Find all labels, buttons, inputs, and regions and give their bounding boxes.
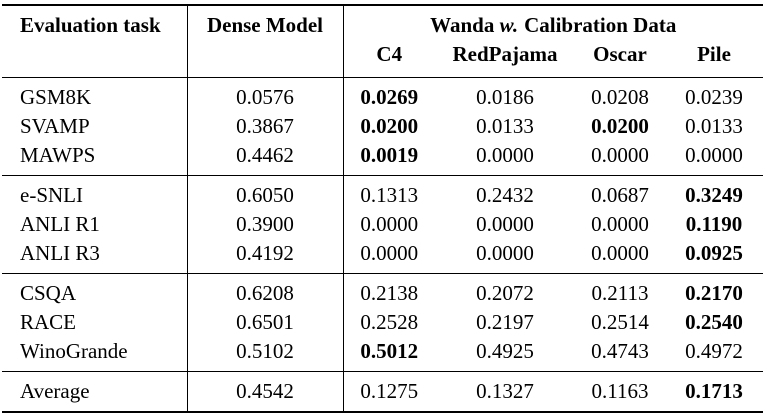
value-cell-redpajama: 0.1327 bbox=[476, 379, 534, 403]
value-cell-oscar: 0.0208 bbox=[591, 85, 649, 109]
group-math-tasks: GSM8K 0.0576 0.0269 0.0186 0.0208 0.0239… bbox=[2, 77, 763, 176]
dense-cell: 0.3900 bbox=[187, 210, 344, 239]
table-row: CSQA 0.6208 0.2138 0.2072 0.2113 0.2170 bbox=[2, 273, 763, 308]
dense-cell: 0.4192 bbox=[187, 239, 344, 274]
table-row: SVAMP 0.3867 0.0200 0.0133 0.0200 0.0133 bbox=[2, 112, 763, 141]
dense-cell: 0.5102 bbox=[187, 337, 344, 372]
value-cell-c4: 0.0000 bbox=[360, 212, 419, 236]
header-redpajama: RedPajama bbox=[452, 42, 558, 66]
value-cell-redpajama: 0.2432 bbox=[476, 183, 534, 207]
value-cell-pile: 0.0239 bbox=[685, 85, 743, 109]
value-cell-pile: 0.1713 bbox=[685, 379, 743, 403]
value-cell-redpajama: 0.2072 bbox=[476, 281, 534, 305]
dense-cell: 0.4462 bbox=[187, 141, 344, 176]
table-row: WinoGrande 0.5102 0.5012 0.4925 0.4743 0… bbox=[2, 337, 763, 372]
dense-cell: 0.6501 bbox=[187, 308, 344, 337]
average-row: Average 0.4542 0.1275 0.1327 0.1163 0.17… bbox=[2, 371, 763, 412]
table-row: e-SNLI 0.6050 0.1313 0.2432 0.0687 0.324… bbox=[2, 175, 763, 210]
task-cell: GSM8K bbox=[2, 77, 188, 112]
results-table-container: Evaluation task Dense Model Wanda w. Cali… bbox=[2, 4, 763, 413]
wanda-prefix: Wanda bbox=[430, 13, 495, 37]
header-evaluation-task: Evaluation task bbox=[2, 5, 188, 78]
task-cell: Average bbox=[2, 371, 188, 412]
header-oscar: Oscar bbox=[593, 42, 647, 66]
value-cell-pile: 0.1190 bbox=[685, 212, 743, 236]
value-cell-redpajama: 0.0186 bbox=[476, 85, 534, 109]
value-cell-pile: 0.0000 bbox=[685, 143, 743, 167]
header-row-top: Evaluation task Dense Model Wanda w. Cali… bbox=[2, 5, 763, 78]
value-cell-redpajama: 0.2197 bbox=[476, 310, 534, 334]
header-row-sub: C4 RedPajama Oscar Pile bbox=[2, 42, 763, 78]
task-cell: e-SNLI bbox=[2, 175, 188, 210]
task-cell: SVAMP bbox=[2, 112, 188, 141]
value-cell-redpajama: 0.4925 bbox=[476, 339, 534, 363]
header-pile: Pile bbox=[697, 42, 731, 66]
value-cell-c4: 0.5012 bbox=[360, 339, 419, 363]
table-row: ANLI R3 0.4192 0.0000 0.0000 0.0000 0.09… bbox=[2, 239, 763, 274]
task-cell: ANLI R3 bbox=[2, 239, 188, 274]
wanda-w-italic: w. bbox=[499, 13, 519, 37]
value-cell-oscar: 0.0687 bbox=[591, 183, 649, 207]
dense-cell: 0.3867 bbox=[187, 112, 344, 141]
value-cell-pile: 0.0133 bbox=[685, 114, 743, 138]
value-cell-pile: 0.2170 bbox=[685, 281, 743, 305]
dense-cell: 0.6050 bbox=[187, 175, 344, 210]
value-cell-c4: 0.0000 bbox=[360, 241, 419, 265]
table-row: ANLI R1 0.3900 0.0000 0.0000 0.0000 0.11… bbox=[2, 210, 763, 239]
table-row: MAWPS 0.4462 0.0019 0.0000 0.0000 0.0000 bbox=[2, 141, 763, 176]
table-row: RACE 0.6501 0.2528 0.2197 0.2514 0.2540 bbox=[2, 308, 763, 337]
value-cell-pile: 0.2540 bbox=[685, 310, 743, 334]
dense-cell: 0.6208 bbox=[187, 273, 344, 308]
average-section: Average 0.4542 0.1275 0.1327 0.1163 0.17… bbox=[2, 371, 763, 412]
value-cell-pile: 0.3249 bbox=[685, 183, 743, 207]
value-cell-c4: 0.0019 bbox=[360, 143, 419, 167]
value-cell-pile: 0.0925 bbox=[685, 241, 743, 265]
value-cell-c4: 0.0269 bbox=[360, 85, 419, 109]
value-cell-oscar: 0.0000 bbox=[591, 241, 649, 265]
header-dense-model: Dense Model bbox=[187, 5, 344, 78]
value-cell-c4: 0.2138 bbox=[360, 281, 419, 305]
value-cell-redpajama: 0.0000 bbox=[476, 241, 534, 265]
dense-cell: 0.0576 bbox=[187, 77, 344, 112]
task-cell: ANLI R1 bbox=[2, 210, 188, 239]
value-cell-redpajama: 0.0133 bbox=[476, 114, 534, 138]
table-header: Evaluation task Dense Model Wanda w. Cali… bbox=[2, 5, 763, 78]
value-cell-c4: 0.2528 bbox=[360, 310, 419, 334]
value-cell-oscar: 0.0000 bbox=[591, 143, 649, 167]
value-cell-oscar: 0.0000 bbox=[591, 212, 649, 236]
dense-cell: 0.4542 bbox=[187, 371, 344, 412]
group-commonsense-tasks: CSQA 0.6208 0.2138 0.2072 0.2113 0.2170 … bbox=[2, 273, 763, 372]
value-cell-oscar: 0.1163 bbox=[591, 379, 649, 403]
table-row: GSM8K 0.0576 0.0269 0.0186 0.0208 0.0239 bbox=[2, 77, 763, 112]
value-cell-oscar: 0.4743 bbox=[591, 339, 649, 363]
group-nli-tasks: e-SNLI 0.6050 0.1313 0.2432 0.0687 0.324… bbox=[2, 175, 763, 274]
header-c4: C4 bbox=[376, 42, 403, 66]
results-table: Evaluation task Dense Model Wanda w. Cali… bbox=[2, 4, 763, 413]
value-cell-oscar: 0.0200 bbox=[591, 114, 649, 138]
value-cell-c4: 0.0200 bbox=[360, 114, 419, 138]
value-cell-c4: 0.1275 bbox=[360, 379, 419, 403]
task-cell: CSQA bbox=[2, 273, 188, 308]
value-cell-redpajama: 0.0000 bbox=[476, 143, 534, 167]
value-cell-pile: 0.4972 bbox=[685, 339, 743, 363]
value-cell-oscar: 0.2514 bbox=[591, 310, 649, 334]
header-wanda-calibration-data: Wanda w. Calibration Data bbox=[343, 5, 763, 42]
value-cell-c4: 0.1313 bbox=[360, 183, 419, 207]
task-cell: WinoGrande bbox=[2, 337, 188, 372]
value-cell-redpajama: 0.0000 bbox=[476, 212, 534, 236]
wanda-suffix: Calibration Data bbox=[524, 13, 677, 37]
value-cell-oscar: 0.2113 bbox=[591, 281, 649, 305]
task-cell: MAWPS bbox=[2, 141, 188, 176]
task-cell: RACE bbox=[2, 308, 188, 337]
